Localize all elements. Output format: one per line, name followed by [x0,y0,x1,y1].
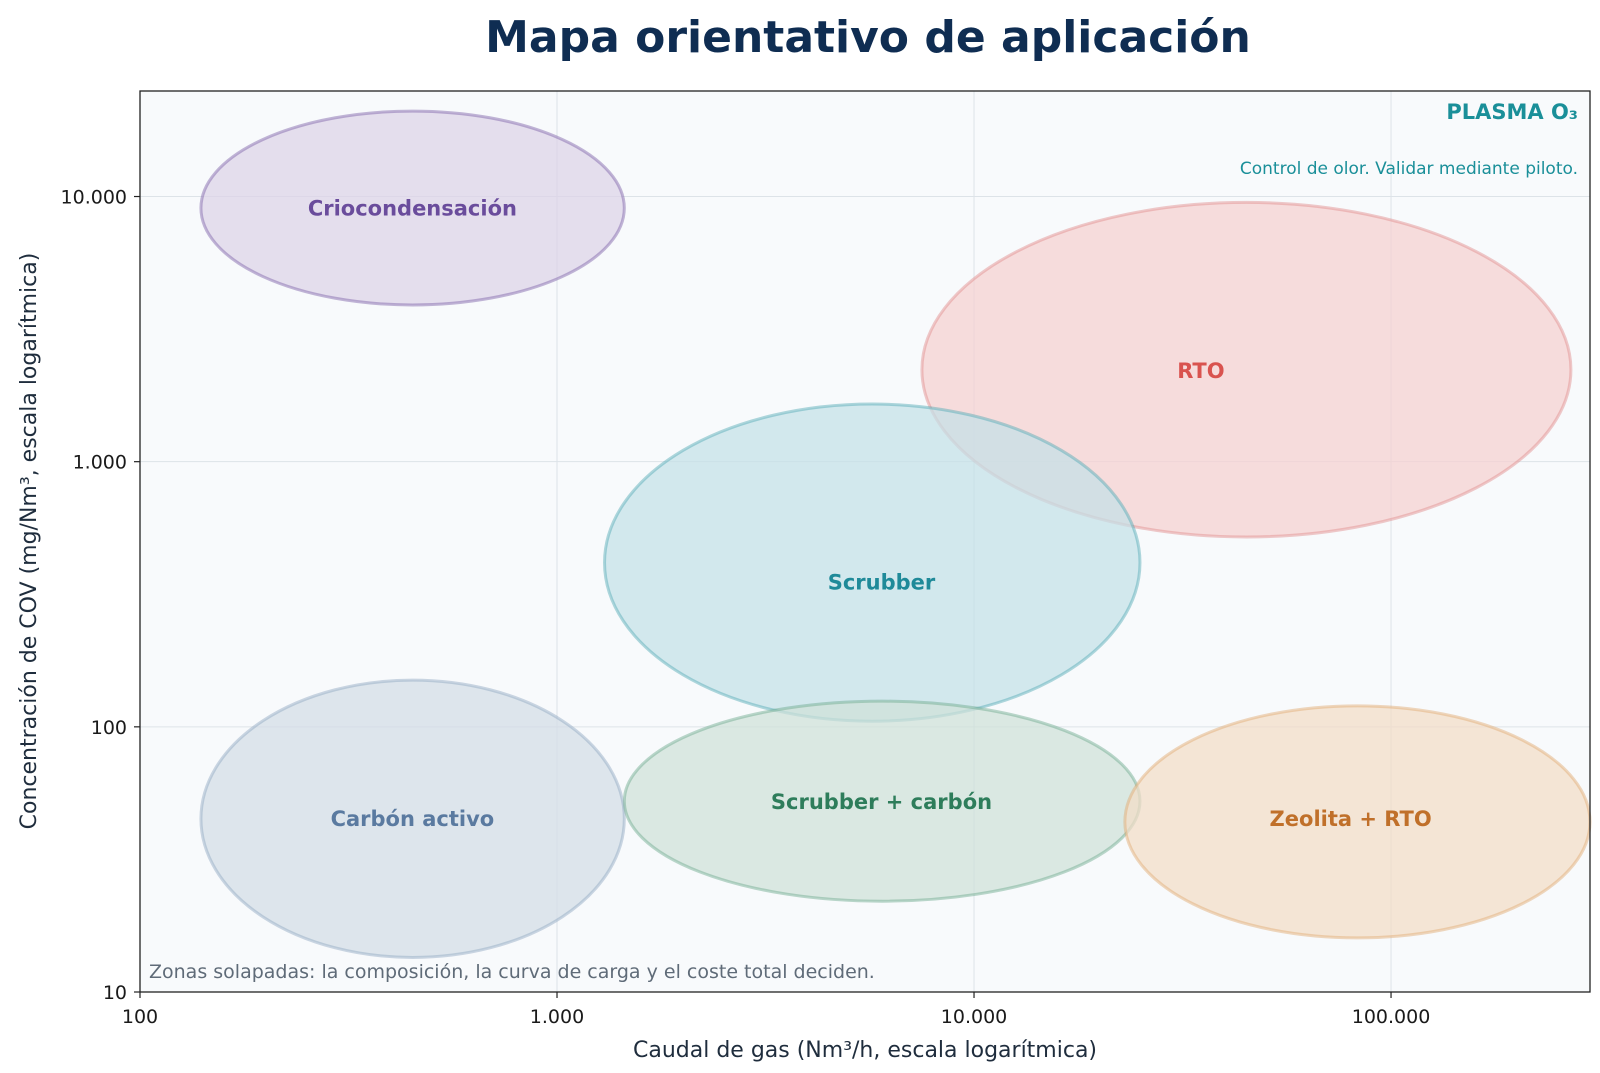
x-tick-label: 100.000 [1352,1006,1431,1028]
x-tick-label: 1.000 [530,1006,584,1028]
plot-frame [139,90,1591,993]
x-axis-label: Caudal de gas (Nm³/h, escala logarítmica… [633,1038,1097,1063]
zone-label-scrubber: Scrubber [828,571,936,595]
y-tick-label: 100 [91,717,127,739]
zone-labels: Criocondensación RTO Scrubber Carbón activo… [308,197,1432,831]
zone-carbon-activo [199,678,626,959]
x-tick-label: 10.000 [941,1006,1007,1028]
x-tick-label: 100 [122,1006,158,1028]
zone-label-rto: RTO [1177,359,1224,383]
plasma-o3-label: PLASMA O₃ [1446,100,1578,124]
chart-title: Mapa orientativo de aplicación [485,12,1251,63]
y-tick-label: 10 [103,982,127,1004]
zone-label-scrubber-carbon: Scrubber + carbón [771,790,992,814]
zone-criocondensacion [199,109,626,307]
zone-scrubber [603,402,1142,723]
y-tick-label: 1.000 [73,452,127,474]
y-tick-label: 10.000 [61,187,127,209]
zone-label-carbon-activo: Carbón activo [331,807,495,831]
plasma-o3-note: Control de olor. Validar mediante piloto… [1240,159,1578,179]
zone-label-criocondensacion: Criocondensación [308,197,517,221]
zones [199,109,1592,959]
y-axis-label: Concentración de COV (mg/Nm³, escala log… [17,253,42,830]
zone-label-zeolita-rto: Zeolita + RTO [1270,807,1432,831]
overlap-footnote: Zonas solapadas: la composición, la curv… [149,961,875,983]
zone-rto [920,200,1573,539]
